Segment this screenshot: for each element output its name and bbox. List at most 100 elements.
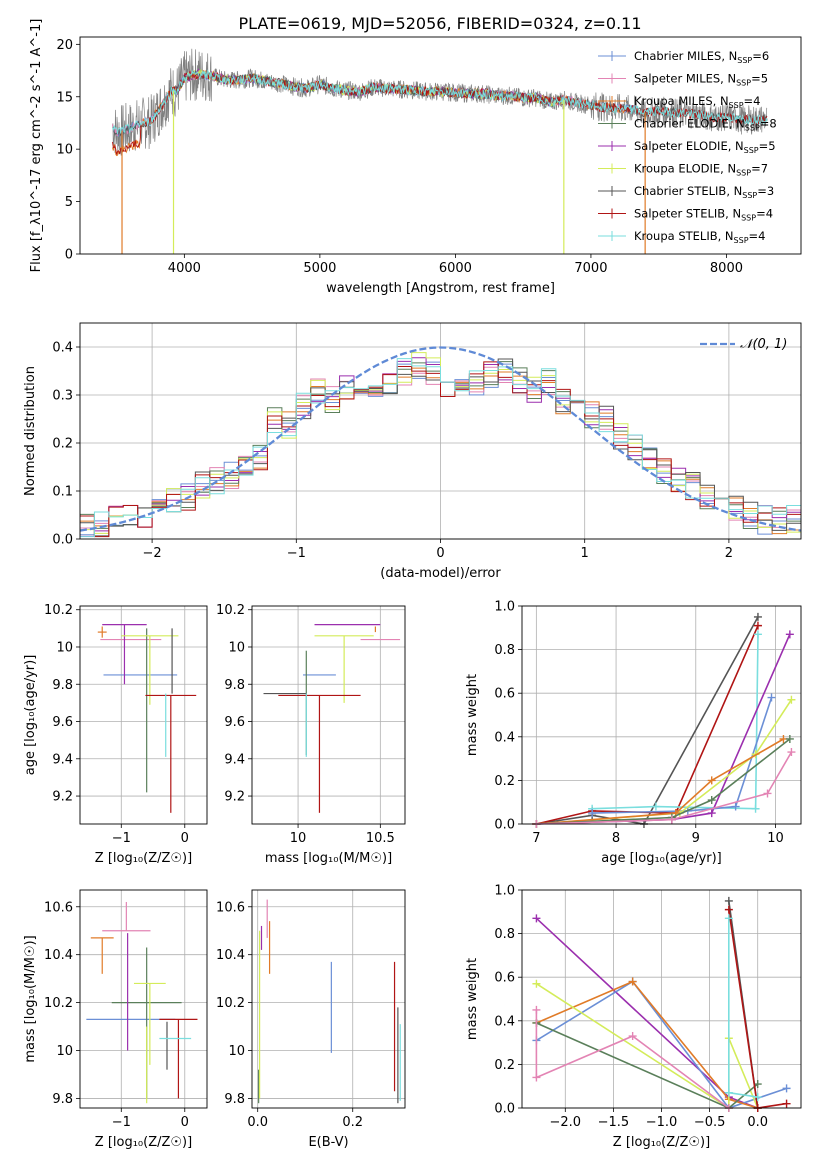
x-tick-label: −2.0	[550, 1115, 582, 1130]
weight-marker	[767, 693, 776, 702]
legend-label-tail: =4	[749, 229, 766, 243]
y-tick-label: 15	[56, 90, 73, 105]
legend-label-sub: SSP	[737, 56, 752, 65]
legend-label: Salpeter ELODIE, NSSP=5	[634, 139, 776, 155]
weight-marker	[787, 748, 796, 757]
y-tick-label: 9.8	[52, 678, 73, 693]
weight-marker	[532, 1073, 541, 1082]
y-axis-label: age [log₁₀(age/yr)]	[23, 655, 38, 776]
legend-label: Salpeter STELIB, NSSP=4	[634, 207, 773, 223]
x-tick-label: 2	[725, 546, 733, 561]
legend-label-sub: SSP	[744, 146, 759, 155]
y-tick-label: 0.4	[494, 1014, 515, 1029]
weight-marker	[724, 896, 733, 905]
legend-label-main: Kroupa MILES, N	[634, 94, 729, 108]
weight-marker	[753, 630, 762, 639]
weight-line	[535, 983, 759, 1110]
axes-frame	[79, 36, 802, 255]
weight-line	[536, 980, 758, 1109]
weight-marker	[785, 734, 794, 743]
residual-histogram	[80, 358, 801, 539]
y-tick-label: 10	[228, 640, 245, 655]
normal-legend-label: 𝒩(0, 1)	[740, 337, 787, 352]
weight-marker	[667, 815, 676, 824]
age_vs_mass-plot-area	[263, 624, 401, 813]
legend-label-main: Salpeter ELODIE, N	[634, 139, 744, 153]
weight-marker	[724, 905, 733, 914]
weight-marker	[782, 1084, 791, 1093]
legend-label-tail: =6	[752, 49, 769, 63]
x-tick-label: 10	[767, 831, 784, 846]
residuals-panel: −2 −1 0 1 2 0.0 0.1 0.2 0.3 0.4 (data-model)/error…	[23, 322, 802, 581]
legend-label: Kroupa ELODIE, NSSP=7	[634, 162, 768, 178]
legend-label: Salpeter MILES, NSSP=5	[634, 72, 768, 88]
x-tick-label: 0	[181, 831, 189, 846]
y-tick-label: 20	[56, 38, 73, 53]
mass_vs_Z-panel: −1 0 9.8 10 10.2 10.4 10.6 Z [log₁₀(Z/Z☉)] mass …	[23, 889, 208, 1150]
x-tick-label: 0.0	[247, 1115, 268, 1130]
weight-marker	[707, 796, 716, 805]
weight-line	[536, 751, 793, 825]
y-tick-label: 9.2	[52, 790, 73, 805]
x-tick-label: −2	[143, 546, 162, 561]
y-tick-label: 5	[65, 195, 73, 210]
legend-label-main: Salpeter STELIB, N	[634, 207, 741, 221]
weight-marker	[787, 695, 796, 704]
legend-label: Chabrier STELIB, NSSP=3	[634, 184, 774, 200]
y-tick-label: 0.6	[494, 971, 515, 986]
spectrum-panel: 4000 5000 6000 7000 8000 0 5 10 15 20 wavelength […	[29, 19, 802, 296]
y-tick-label: 9.4	[52, 752, 73, 767]
axes-frame	[79, 889, 208, 1109]
x-tick-label: 10	[290, 831, 307, 846]
legend-label: Chabrier MILES, NSSP=6	[634, 49, 769, 65]
weight_vs_age-plot-area	[532, 612, 796, 828]
mass_vs_Z-plot-area	[86, 901, 198, 1104]
normal-curve	[80, 346, 801, 532]
weight-line	[536, 633, 791, 825]
x-axis-label: Z [log₁₀(Z/Z☉)]	[613, 1135, 710, 1150]
weight-marker	[724, 1088, 733, 1097]
y-tick-label: 10.4	[216, 948, 245, 963]
weight-marker	[731, 802, 740, 811]
y-axis-label: mass weight	[465, 958, 480, 1040]
age_vs_Z-plot-area	[97, 624, 197, 813]
mass_vs_EBV-panel: 0.0 0.2 9.8 10 10.2 10.4 10.6 E(B-V)	[216, 889, 406, 1150]
weight-marker	[753, 621, 762, 630]
y-tick-label: 10.2	[44, 996, 73, 1011]
x-axis-label: mass [log₁₀(M/M☉)]	[265, 851, 392, 866]
y-axis-label: Flux [f_λ10^-17 erg cm^-2 s^-1 A^-1]	[29, 19, 44, 273]
legend-label-sub: SSP	[734, 236, 749, 245]
y-tick-label: 10	[228, 1044, 245, 1059]
y-tick-label: 0.2	[494, 1058, 515, 1073]
legend-label-main: Salpeter MILES, N	[634, 72, 736, 86]
x-tick-label: 0	[436, 546, 444, 561]
axes-frame	[251, 889, 406, 1109]
y-axis-label: Normed distribution	[23, 366, 38, 496]
legend-label-sub: SSP	[729, 101, 744, 110]
age_vs_mass-panel: 10 10.5 9.2 9.4 9.6 9.8 10 10.2 mass [log₁₀(M/M☉…	[216, 603, 406, 866]
y-tick-label: 10.2	[216, 996, 245, 1011]
y-tick-label: 0.4	[494, 730, 515, 745]
y-tick-label: 10.4	[44, 948, 73, 963]
x-tick-label: 5000	[303, 261, 336, 276]
figure-title: PLATE=0619, MJD=52056, FIBERID=0324, z=0…	[238, 14, 641, 33]
y-tick-label: 9.4	[224, 752, 245, 767]
residuals-plot-area	[80, 346, 801, 539]
legend-label-sub: SSP	[742, 191, 757, 200]
weight-marker	[532, 979, 541, 988]
x-tick-label: 0	[181, 1115, 189, 1130]
x-tick-label: 6000	[439, 261, 472, 276]
age_vs_Z-panel: −1 0 9.2 9.4 9.6 9.8 10 10.2 Z [log₁₀(Z/Z☉)] age …	[23, 603, 208, 866]
y-tick-label: 1.0	[494, 884, 515, 899]
y-tick-label: 10	[56, 1044, 73, 1059]
y-tick-label: 9.2	[224, 790, 245, 805]
x-tick-label: −1.5	[598, 1115, 630, 1130]
y-tick-label: 10	[56, 143, 73, 158]
x-tick-label: −1	[112, 1115, 131, 1130]
weight-marker	[628, 1032, 637, 1041]
spectrum-plot-area	[112, 48, 768, 254]
weight-marker	[532, 914, 541, 923]
x-axis-label: wavelength [Angstrom, rest frame]	[326, 281, 555, 296]
